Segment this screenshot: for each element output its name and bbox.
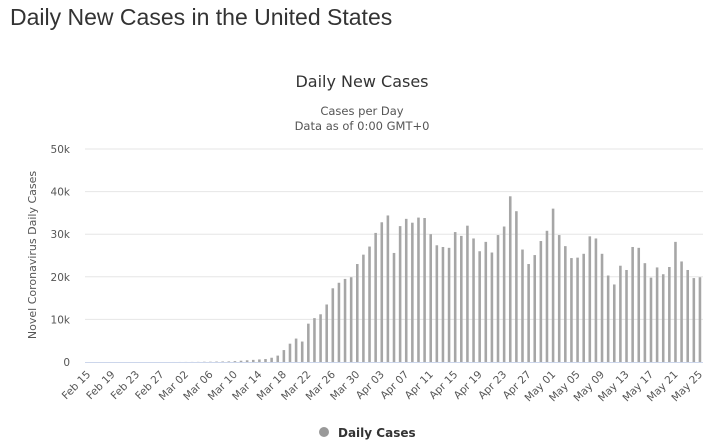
bar[interactable]: May 16: 23200 [643,263,647,362]
y-tick-label: 20k [51,272,71,284]
bar[interactable]: Apr 06: 31900 [398,226,402,362]
chart-title: Daily New Cases [295,72,428,91]
chart-subtitle-line-2: Data as of 0:00 GMT+0 [295,119,430,133]
bar[interactable]: Apr 11: 30000 [429,234,432,362]
bar[interactable]: Mar 09: 140 [227,361,231,362]
bar[interactable]: Mar 29: 19900 [349,277,353,362]
bar[interactable]: May 17: 19800 [649,277,653,362]
bar[interactable]: May 22: 23600 [680,261,683,362]
bar[interactable]: Mar 15: 700 [264,359,267,362]
y-tick-label: 50k [51,144,71,156]
bar[interactable]: May 19: 20600 [661,274,665,362]
y-tick-label: 0 [63,357,70,369]
bar[interactable]: Mar 24: 11200 [319,314,322,362]
bar[interactable]: May 07: 29500 [588,236,592,362]
bar[interactable]: Apr 13: 27000 [441,246,445,362]
bar[interactable]: Apr 05: 25600 [392,252,396,362]
bar[interactable]: Apr 14: 26800 [447,247,451,362]
bar[interactable]: Apr 10: 33800 [423,218,426,362]
bar[interactable]: May 02: 29800 [557,235,561,362]
bar-series[interactable]: Feb 15: 0Feb 16: 0Feb 17: 0Feb 18: 0Feb … [172,196,702,362]
chart-subtitle-line-1: Cases per Day [320,104,403,118]
bar[interactable]: Mar 28: 19500 [343,278,347,362]
bar[interactable]: Apr 12: 27400 [435,245,439,362]
bar[interactable]: Mar 27: 18600 [337,282,341,362]
bar[interactable]: Apr 03: 32800 [380,222,384,362]
bar[interactable]: May 04: 24400 [570,258,573,362]
bar[interactable]: May 20: 22300 [668,267,671,362]
bar[interactable]: May 18: 22200 [655,267,659,362]
bar[interactable]: Mar 13: 500 [251,359,255,362]
bar[interactable]: Apr 18: 29000 [472,238,475,362]
bar[interactable]: May 23: 21600 [686,269,689,362]
bar[interactable]: May 09: 25400 [600,253,604,362]
y-tick-label: 40k [51,187,71,199]
legend-marker-icon[interactable] [319,427,329,437]
bar[interactable]: May 01: 36000 [551,208,555,362]
bar[interactable]: Mar 11: 300 [239,360,243,362]
bar[interactable]: Mar 14: 600 [258,359,261,362]
bar[interactable]: Apr 15: 30500 [453,232,457,362]
bar[interactable]: Apr 29: 28400 [539,241,543,362]
bar[interactable]: May 12: 22600 [619,265,622,362]
legend[interactable]: Daily Cases [319,426,416,440]
bar[interactable]: May 24: 19700 [692,278,696,362]
bar[interactable]: Apr 04: 34400 [386,215,390,362]
bar[interactable]: Mar 23: 10300 [313,318,316,362]
bar[interactable]: May 03: 27200 [564,246,567,362]
bar[interactable]: Apr 25: 35400 [515,211,518,362]
y-axis-title: Novel Coronavirus Daily Cases [26,171,39,339]
bar[interactable]: Apr 19: 26000 [478,251,481,362]
bar[interactable]: Apr 09: 33900 [417,217,420,362]
bar[interactable]: Mar 20: 5500 [294,338,298,362]
bar[interactable]: Apr 30: 30800 [545,230,549,362]
bar[interactable]: Apr 21: 25700 [490,252,494,362]
bar[interactable]: Apr 16: 29600 [460,235,463,362]
bar[interactable]: Mar 12: 400 [245,360,249,362]
bar[interactable]: Apr 20: 28200 [484,241,488,362]
bar[interactable]: Apr 23: 31800 [502,226,506,362]
bar[interactable]: Mar 22: 9000 [307,323,310,362]
bar[interactable]: Apr 17: 32000 [466,225,469,362]
page-heading: Daily New Cases in the United States [10,4,393,30]
bar[interactable]: May 21: 28200 [674,241,677,362]
bar[interactable]: May 14: 27000 [631,246,634,362]
bar[interactable]: Mar 17: 1500 [276,355,280,362]
bar[interactable]: Apr 28: 25100 [533,255,537,362]
bar[interactable]: Apr 24: 38900 [508,196,512,362]
bar[interactable]: May 10: 20300 [606,275,610,362]
bar[interactable]: Apr 08: 32700 [411,222,414,362]
bar[interactable]: Apr 26: 26400 [521,249,524,362]
bar[interactable]: Mar 30: 23000 [356,264,359,362]
bar[interactable]: Mar 21: 4800 [300,341,304,362]
bar[interactable]: Mar 18: 2800 [282,350,286,362]
bar[interactable]: May 05: 24500 [576,257,579,362]
bar[interactable]: May 06: 25400 [582,253,585,362]
bar[interactable]: Mar 26: 17300 [331,288,335,362]
bar[interactable]: Mar 31: 25200 [362,254,365,362]
bar[interactable]: Apr 27: 23000 [527,264,530,362]
bar[interactable]: Apr 02: 30300 [374,232,377,362]
y-axis-ticks: 0 10k 20k 30k 40k 50k [51,144,71,369]
bar[interactable]: May 15: 26800 [637,247,641,362]
bar[interactable]: Mar 19: 4300 [288,343,292,362]
bar[interactable]: May 08: 29000 [594,238,598,362]
bar[interactable]: May 13: 21600 [625,269,628,362]
bar[interactable]: Mar 16: 1000 [270,357,273,362]
bar[interactable]: Apr 22: 29800 [496,235,500,362]
legend-label[interactable]: Daily Cases [338,426,416,440]
y-tick-label: 30k [51,229,71,241]
bar[interactable]: Apr 01: 27100 [368,246,371,362]
bar[interactable]: Mar 08: 120 [221,361,224,362]
bar[interactable]: Mar 10: 200 [233,361,237,362]
bar[interactable]: May 25: 19900 [698,277,702,362]
bar[interactable]: Mar 25: 13500 [325,304,328,362]
bar[interactable]: May 11: 18200 [612,284,616,362]
bar[interactable]: Apr 07: 33600 [404,218,408,362]
y-tick-label: 10k [51,314,71,326]
